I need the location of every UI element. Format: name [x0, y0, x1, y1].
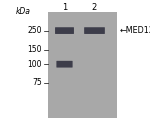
Text: kDa: kDa: [16, 7, 31, 17]
Text: 1: 1: [62, 3, 67, 12]
Text: 150: 150: [27, 45, 42, 54]
Bar: [48, 12, 117, 118]
FancyBboxPatch shape: [56, 61, 73, 68]
Text: ←MED12: ←MED12: [119, 26, 150, 35]
Text: 100: 100: [27, 60, 42, 69]
Text: 2: 2: [92, 3, 97, 12]
Text: 75: 75: [32, 78, 42, 87]
Text: 250: 250: [27, 26, 42, 35]
FancyBboxPatch shape: [84, 27, 105, 34]
FancyBboxPatch shape: [55, 27, 74, 34]
